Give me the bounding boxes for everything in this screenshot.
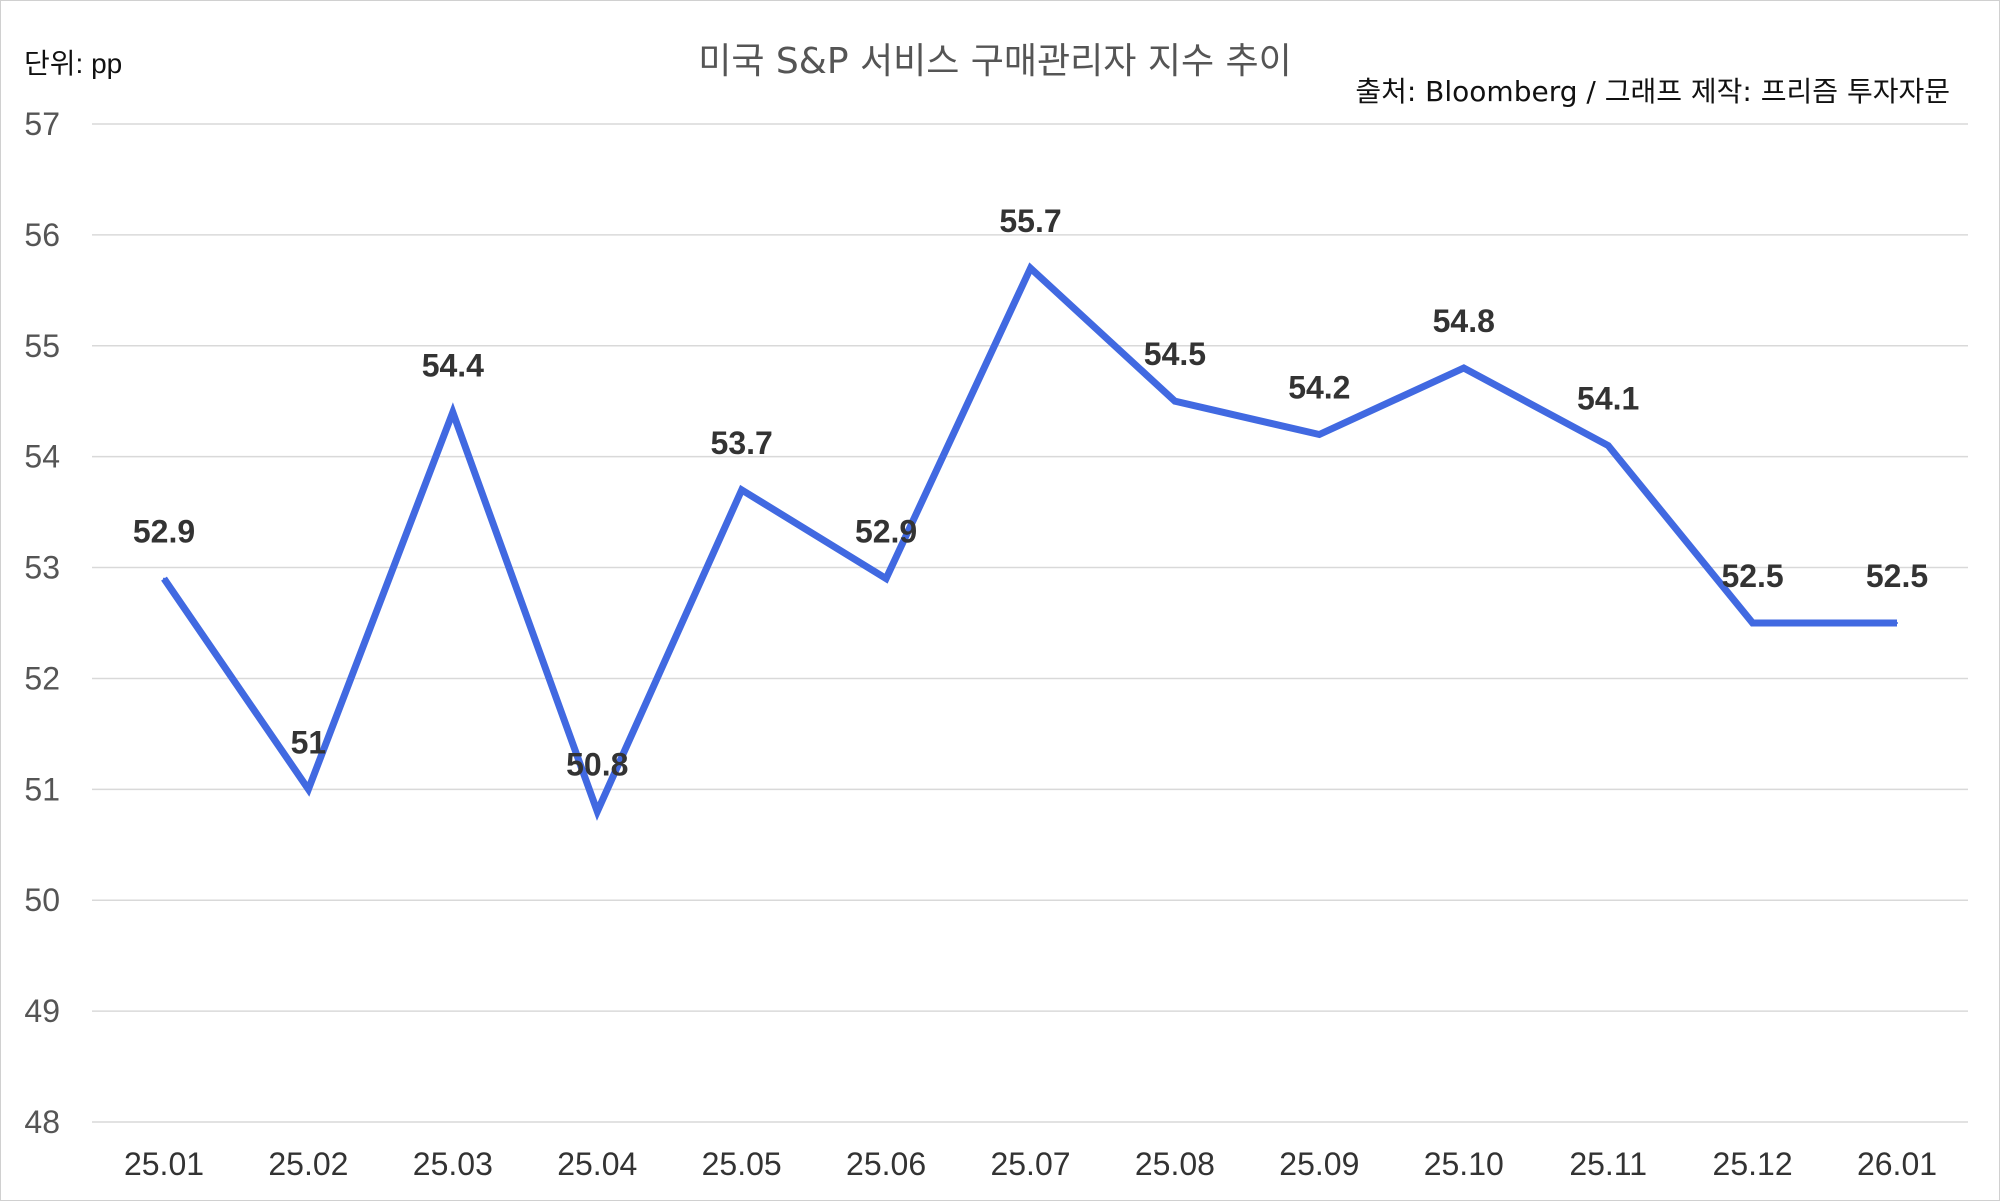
series-layer xyxy=(161,262,1898,821)
x-tick-label: 25.03 xyxy=(413,1146,493,1182)
y-tick-label: 49 xyxy=(24,993,60,1029)
y-tick-label: 55 xyxy=(24,328,60,364)
data-point xyxy=(1029,267,1032,270)
data-point xyxy=(1173,400,1176,403)
x-tick-label: 25.10 xyxy=(1424,1146,1504,1182)
data-point xyxy=(1462,366,1465,369)
data-label: 52.5 xyxy=(1721,558,1783,594)
x-tick-label: 25.12 xyxy=(1713,1146,1793,1182)
x-tick-label: 25.08 xyxy=(1135,1146,1215,1182)
data-point xyxy=(1607,444,1610,447)
data-label: 55.7 xyxy=(999,203,1061,239)
y-tick-label: 52 xyxy=(24,660,60,696)
y-tick-label: 57 xyxy=(24,106,60,142)
chart-title: 미국 S&P 서비스 구매관리자 지수 추이 xyxy=(698,41,1292,82)
data-label: 53.7 xyxy=(711,425,773,461)
data-point xyxy=(740,488,743,491)
data-label: 51 xyxy=(291,724,327,760)
data-point xyxy=(451,411,454,414)
data-labels: 52.9 51 54.4 50.8 53.7 52.9 55.7 54.5 54.2 54.8 54… xyxy=(133,203,1928,782)
y-tick-label: 54 xyxy=(24,439,60,475)
y-tick-label: 51 xyxy=(24,771,60,807)
x-tick-label: 25.02 xyxy=(268,1146,348,1182)
data-label: 50.8 xyxy=(566,747,628,783)
x-tick-label: 25.01 xyxy=(124,1146,204,1182)
data-label: 54.5 xyxy=(1144,336,1206,372)
data-label: 54.4 xyxy=(422,347,484,383)
x-axis: 25.01 25.02 25.03 25.04 25.05 25.06 25.07 25.08… xyxy=(124,1146,1937,1182)
y-axis: 48 49 50 51 52 53 54 55 56 57 xyxy=(24,106,60,1140)
unit-label: 단위: pp xyxy=(24,48,123,79)
y-tick-label: 48 xyxy=(24,1104,60,1140)
data-point xyxy=(163,577,165,580)
data-point xyxy=(1751,622,1754,624)
data-point xyxy=(307,788,310,791)
x-tick-label: 25.06 xyxy=(846,1146,926,1182)
data-label: 52.5 xyxy=(1866,558,1928,594)
data-point xyxy=(596,810,599,813)
data-point xyxy=(1318,433,1321,436)
y-tick-label: 53 xyxy=(24,550,60,586)
data-label: 54.1 xyxy=(1577,381,1639,417)
y-tick-label: 56 xyxy=(24,217,60,253)
data-label: 52.9 xyxy=(855,514,917,550)
x-tick-label: 25.09 xyxy=(1279,1146,1359,1182)
source-note: 출처: Bloomberg / 그래프 제작: 프리즘 투자자문 xyxy=(1355,75,1950,108)
data-point xyxy=(885,577,888,580)
data-label: 54.8 xyxy=(1433,303,1495,339)
data-label: 54.2 xyxy=(1288,369,1350,405)
data-point xyxy=(1896,622,1898,624)
y-tick-label: 50 xyxy=(24,882,60,918)
x-tick-label: 25.11 xyxy=(1569,1146,1647,1182)
data-label: 52.9 xyxy=(133,514,195,550)
x-tick-label: 25.05 xyxy=(702,1146,782,1182)
gridlines xyxy=(92,123,1968,1123)
x-tick-label: 25.04 xyxy=(557,1146,637,1182)
x-tick-label: 26.01 xyxy=(1857,1146,1937,1182)
x-tick-label: 25.07 xyxy=(990,1146,1070,1182)
